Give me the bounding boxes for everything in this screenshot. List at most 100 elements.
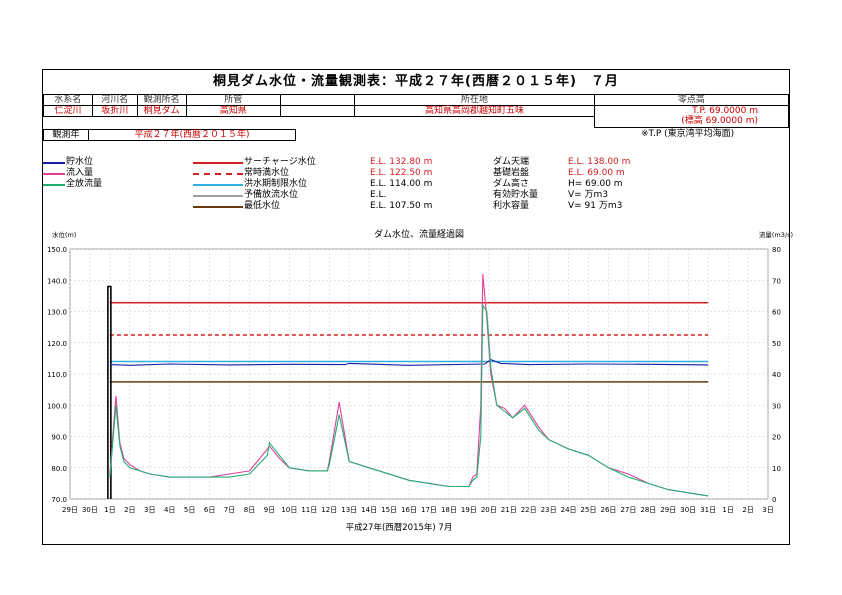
- y-left-tick-label: 150.0: [47, 246, 67, 254]
- x-tick-label: 25日: [581, 506, 597, 514]
- legend-label: 最低水位: [244, 201, 281, 211]
- legend-label: 貯水位: [66, 157, 94, 167]
- legend-swatch: [193, 162, 243, 164]
- x-tick-label: 30日: [82, 506, 98, 514]
- legend-value: E.L. 114.00 m: [370, 179, 433, 189]
- y-right-tick-label: 0: [772, 496, 776, 504]
- x-tick-label: 8日: [244, 506, 255, 514]
- x-tick-label: 1日: [104, 506, 115, 514]
- x-axis-label: 平成27年(西暦2015年) 7月: [346, 522, 453, 533]
- chart-title: ダム水位、流量経過図: [374, 228, 464, 240]
- legend-label: 予備放流水位: [244, 190, 299, 200]
- x-tick-label: 4日: [164, 506, 175, 514]
- x-tick-label: 7日: [224, 506, 235, 514]
- legend-swatch: [193, 184, 243, 186]
- y-left-tick-label: 140.0: [47, 277, 67, 285]
- x-tick-label: 30日: [680, 506, 696, 514]
- legend-swatch: [193, 173, 243, 175]
- x-tick-label: 20日: [481, 506, 497, 514]
- x-tick-label: 9日: [264, 506, 275, 514]
- x-tick-label: 12日: [321, 506, 337, 514]
- x-tick-label: 17日: [421, 506, 437, 514]
- info-value: [279, 105, 356, 117]
- legend-swatch: [43, 184, 65, 186]
- y-left-tick-label: 90.0: [51, 434, 67, 442]
- x-tick-label: 15日: [381, 506, 397, 514]
- x-tick-label: 6日: [204, 506, 215, 514]
- legend-label: 基礎岩盤: [493, 168, 530, 178]
- x-tick-label: 23日: [541, 506, 557, 514]
- legend-value: E.L.: [370, 190, 387, 200]
- x-tick-label: 5日: [184, 506, 195, 514]
- series-line: [109, 358, 709, 366]
- x-tick-label: 14日: [361, 506, 377, 514]
- legend-swatch: [193, 206, 243, 208]
- y-right-tick-label: 10: [772, 465, 781, 473]
- zero-height-cell: T.P. 69.0000 m (標高 69.0000 m): [593, 105, 790, 128]
- y-right-tick-label: 50: [772, 340, 781, 348]
- x-tick-label: 26日: [600, 506, 616, 514]
- legend-label: ダム高さ: [493, 179, 530, 189]
- x-tick-label: 1日: [722, 506, 733, 514]
- legend-value: E.L. 107.50 m: [370, 201, 433, 211]
- info-value: 高知県: [185, 105, 281, 117]
- tp-note: ※T.P (東京湾平均海面): [641, 129, 735, 139]
- y-right-tick-label: 60: [772, 309, 781, 317]
- report-frame: 桐見ダム水位・流量観測表：平成２７年(西暦２０１５年) ７月 水系名 河川名 観…: [42, 69, 790, 545]
- x-tick-label: 31日: [700, 506, 716, 514]
- y-left-tick-label: 110.0: [47, 371, 67, 379]
- x-tick-label: 16日: [401, 506, 417, 514]
- x-tick-label: 3日: [762, 506, 773, 514]
- info-table: 水系名 河川名 観測所名 所管 所在地 零点高 仁淀川 坂折川 桐見ダム 高知県…: [43, 94, 790, 128]
- legend-label: サーチャージ水位: [244, 157, 316, 167]
- y-left-tick-label: 130.0: [47, 309, 67, 317]
- y-left-tick-label: 120.0: [47, 340, 67, 348]
- legend-label: 流入量: [66, 168, 94, 178]
- legend-swatch: [43, 173, 65, 175]
- tp-value: T.P. 69.0000 m: [692, 106, 758, 117]
- y-left-axis-label: 水位(m): [52, 230, 76, 239]
- x-tick-label: 27日: [620, 506, 636, 514]
- x-tick-label: 24日: [561, 506, 577, 514]
- obs-year-value: 平成２７年(西暦２０１５年): [89, 129, 296, 141]
- legend-value: V= 万m3: [568, 190, 609, 200]
- legend-value: E.L. 69.00 m: [568, 168, 625, 178]
- x-tick-label: 29日: [660, 506, 676, 514]
- y-right-tick-label: 30: [772, 402, 781, 410]
- legend-value: E.L. 122.50 m: [370, 168, 433, 178]
- x-tick-label: 18日: [441, 506, 457, 514]
- legend-value: E.L. 138.00 m: [568, 157, 631, 167]
- y-right-tick-label: 70: [772, 277, 781, 285]
- legend-label: ダム天端: [493, 157, 530, 167]
- x-tick-label: 28日: [640, 506, 656, 514]
- legend-label: 洪水期制限水位: [244, 179, 308, 189]
- x-tick-label: 11日: [301, 506, 317, 514]
- legend-label: 有効貯水量: [493, 190, 539, 200]
- legend-label: 常時満水位: [244, 168, 290, 178]
- start-marker: [107, 285, 112, 499]
- obs-year-label: 観測年: [43, 129, 89, 141]
- legend-value: V= 91 万m3: [568, 201, 623, 211]
- legend-value: E.L. 132.80 m: [370, 157, 433, 167]
- x-tick-label: 29日: [62, 506, 78, 514]
- y-left-tick-label: 70.0: [51, 496, 67, 504]
- legend-label: 全放流量: [66, 179, 103, 189]
- y-right-axis-label: 流量(m3/s): [759, 230, 793, 239]
- y-left-tick-label: 100.0: [47, 402, 67, 410]
- x-tick-label: 2日: [742, 506, 753, 514]
- x-tick-label: 2日: [124, 506, 135, 514]
- x-tick-label: 10日: [281, 506, 297, 514]
- y-left-tick-label: 80.0: [51, 465, 67, 473]
- legend-label: 利水容量: [493, 201, 530, 211]
- y-right-tick-label: 80: [772, 246, 781, 254]
- legend-swatch: [43, 162, 65, 164]
- series-line: [109, 303, 709, 497]
- x-tick-label: 13日: [341, 506, 357, 514]
- x-tick-label: 22日: [521, 506, 537, 514]
- y-right-tick-label: 40: [772, 371, 781, 379]
- legend-swatch: [193, 195, 243, 197]
- x-tick-label: 21日: [501, 506, 517, 514]
- x-tick-label: 3日: [144, 506, 155, 514]
- legend-value: H= 69.00 m: [568, 179, 623, 189]
